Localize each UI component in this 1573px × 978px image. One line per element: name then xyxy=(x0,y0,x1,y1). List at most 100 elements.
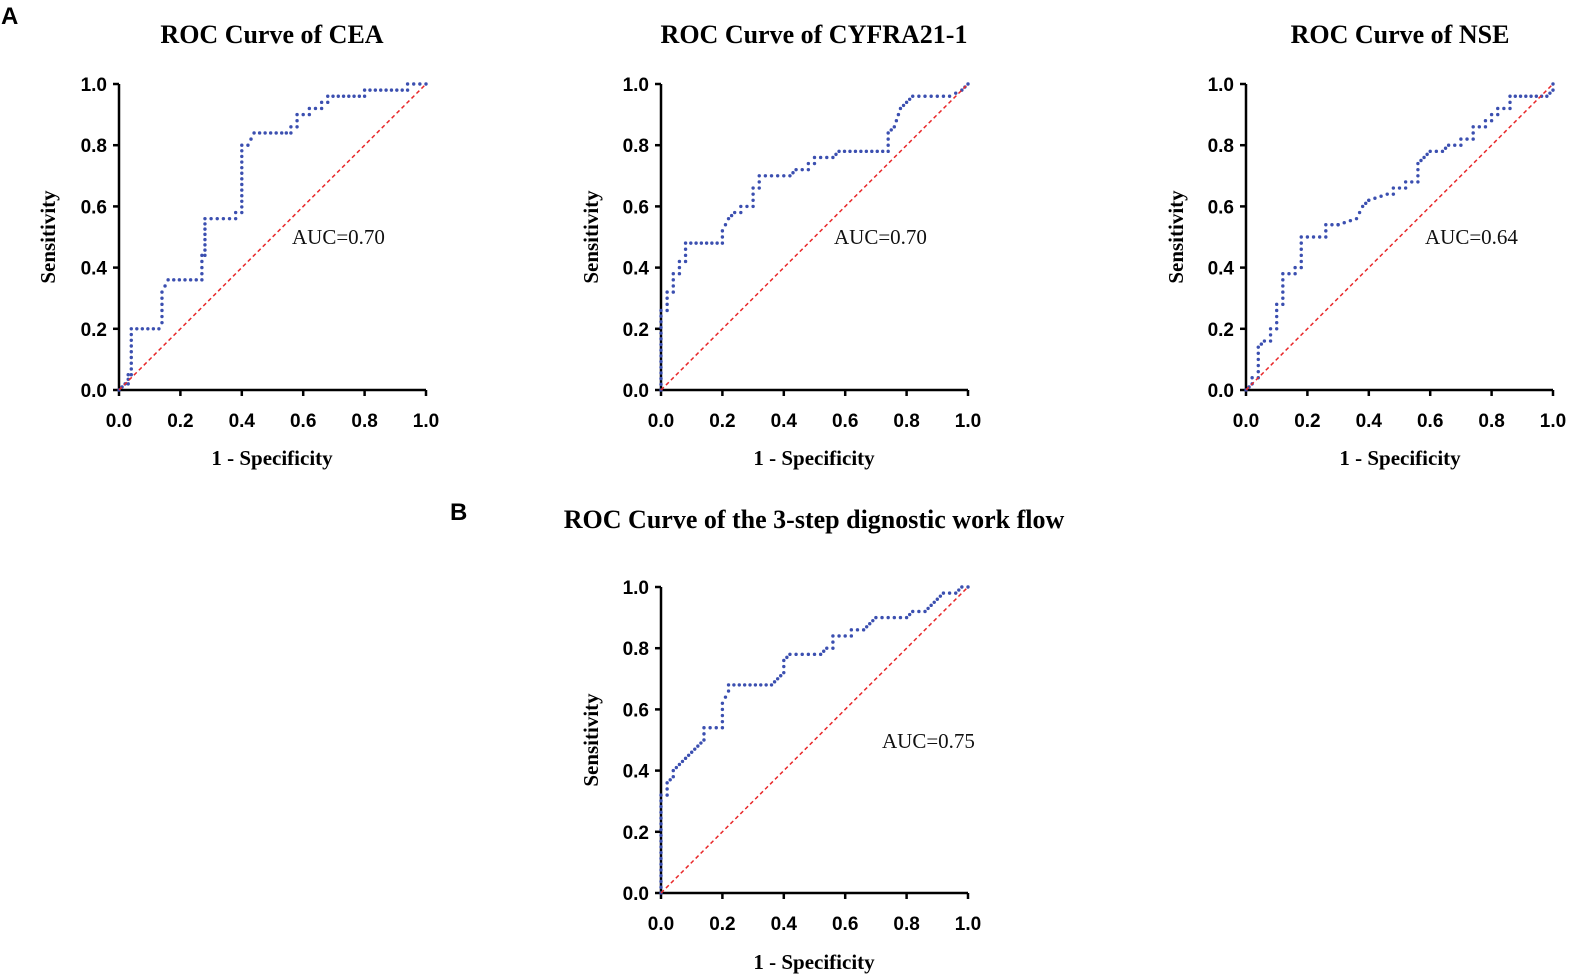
x-tick-label: 0.2 xyxy=(167,411,193,432)
y-tick-label: 0.8 xyxy=(81,136,107,157)
auc-annotation: AUC=0.64 xyxy=(1425,225,1518,249)
roc-point xyxy=(1416,174,1420,178)
x-tick-label: 0.0 xyxy=(648,411,674,432)
roc-point xyxy=(307,106,312,111)
roc-point xyxy=(1293,265,1297,270)
roc-point xyxy=(129,373,133,377)
roc-point xyxy=(911,609,915,614)
roc-point xyxy=(140,327,145,331)
roc-point xyxy=(1513,94,1517,98)
roc-point xyxy=(424,82,428,86)
roc-point xyxy=(831,634,835,638)
roc-point xyxy=(757,174,761,178)
roc-point xyxy=(812,155,817,160)
roc-point xyxy=(720,235,725,239)
roc-point xyxy=(129,338,133,342)
roc-point xyxy=(362,94,367,98)
roc-point xyxy=(1385,192,1389,196)
roc-point xyxy=(677,259,682,264)
roc-point xyxy=(1299,241,1303,245)
chart-cyfra21-1: ROC Curve of CYFRA21-1 1 - Specificity S… xyxy=(579,20,981,470)
roc-point xyxy=(1281,302,1285,307)
roc-point xyxy=(341,94,346,98)
roc-point xyxy=(160,302,164,307)
x-tick-label: 0.8 xyxy=(351,411,377,432)
roc-point xyxy=(129,361,133,365)
roc-point xyxy=(848,149,852,154)
roc-point xyxy=(702,726,706,730)
roc-point xyxy=(739,210,743,215)
x-tick-label: 0.8 xyxy=(893,914,919,935)
roc-point xyxy=(689,241,693,245)
x-tick-label: 0.0 xyxy=(648,914,674,935)
roc-point xyxy=(720,241,725,245)
roc-point xyxy=(203,227,207,231)
roc-point xyxy=(1299,253,1303,258)
roc-point xyxy=(785,655,789,660)
roc-point xyxy=(739,204,743,209)
roc-point xyxy=(671,278,675,282)
roc-point xyxy=(775,174,780,178)
roc-point xyxy=(347,94,351,98)
roc-point xyxy=(160,320,164,325)
roc-point xyxy=(379,88,383,92)
roc-point xyxy=(665,787,669,791)
y-axis-label: Sensitivity xyxy=(579,190,603,284)
roc-point xyxy=(1440,149,1445,154)
roc-point xyxy=(875,149,879,154)
roc-point xyxy=(834,152,838,157)
chart-title: ROC Curve of CYFRA21-1 xyxy=(661,20,968,49)
roc-point xyxy=(732,210,737,215)
roc-point xyxy=(757,186,761,190)
roc-point xyxy=(1336,223,1340,227)
roc-point xyxy=(389,88,394,92)
roc-point xyxy=(240,149,244,153)
roc-point xyxy=(1391,192,1396,196)
roc-point xyxy=(203,222,207,226)
roc-point xyxy=(941,591,946,595)
roc-point xyxy=(842,149,847,154)
roc-point xyxy=(313,106,318,111)
roc-point xyxy=(384,88,388,92)
roc-point xyxy=(1551,88,1555,92)
roc-point xyxy=(748,683,752,687)
roc-point xyxy=(1299,247,1303,251)
x-tick-label: 1.0 xyxy=(955,914,981,935)
roc-point xyxy=(753,683,758,687)
roc-point xyxy=(301,112,305,117)
roc-point xyxy=(677,762,682,767)
roc-point xyxy=(166,278,170,282)
roc-point xyxy=(412,82,416,86)
reference-line xyxy=(118,83,427,391)
roc-point xyxy=(775,677,780,681)
roc-point xyxy=(1518,94,1523,98)
roc-point xyxy=(172,278,176,282)
panel-letter-a: A xyxy=(1,3,18,30)
y-tick-label: 0.0 xyxy=(623,381,649,402)
roc-point xyxy=(1403,186,1408,190)
roc-point xyxy=(659,354,663,358)
roc-point xyxy=(233,216,238,221)
roc-point xyxy=(726,216,731,221)
roc-point xyxy=(1330,223,1334,227)
roc-point xyxy=(659,376,663,381)
roc-point xyxy=(1293,272,1297,276)
roc-point xyxy=(917,609,921,614)
roc-point xyxy=(665,793,669,797)
roc-point xyxy=(659,885,663,889)
roc-point xyxy=(157,327,161,331)
auc-annotation: AUC=0.70 xyxy=(292,225,385,249)
chart-title: ROC Curve of CEA xyxy=(160,20,383,49)
x-tick-label: 0.2 xyxy=(1294,411,1320,432)
roc-point xyxy=(859,149,863,154)
roc-point xyxy=(1496,112,1500,117)
roc-point xyxy=(160,290,164,294)
roc-point xyxy=(200,272,204,276)
roc-point xyxy=(720,713,725,718)
roc-point xyxy=(720,707,725,712)
roc-point xyxy=(659,804,663,809)
roc-curve xyxy=(1244,82,1555,392)
roc-point xyxy=(336,94,340,98)
y-tick-label: 0.2 xyxy=(623,320,649,341)
roc-point xyxy=(659,793,663,797)
